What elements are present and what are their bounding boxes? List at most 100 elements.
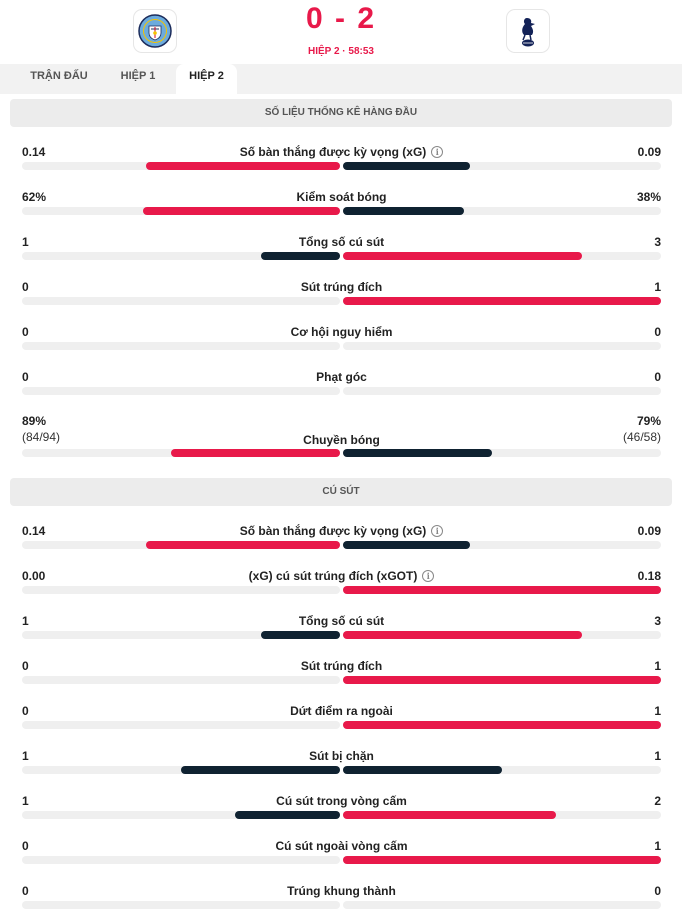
away-value: 0 (654, 370, 661, 384)
stat-label: Sút trúng đích (22, 280, 661, 294)
home-value: 0.14 (22, 145, 46, 159)
away-bar-track (343, 721, 661, 729)
away-bar-fill (343, 676, 661, 684)
section-header-shots: CÚ SÚT (10, 478, 672, 506)
home-bar-fill (171, 449, 340, 457)
stat-row: 89% (84/94) Chuyền bóng 79% (46/58) (22, 414, 661, 464)
away-value: 2 (654, 794, 661, 808)
home-bar-track (22, 856, 340, 864)
stat-row: 0 Phạt góc 0 (22, 370, 661, 406)
away-value: 0.09 (637, 524, 661, 538)
home-value: 0 (22, 659, 29, 673)
away-bar-fill (343, 586, 661, 594)
home-value: 0 (22, 370, 29, 384)
away-bar-track (343, 811, 661, 819)
tottenham-cockerel-icon[interactable] (507, 10, 549, 52)
stat-label-text: Sút bị chặn (309, 749, 374, 763)
stat-label-text: Sút trúng đích (300, 280, 383, 294)
stat-row: 0.14 Số bàn thắng được kỳ vọng (xG) i 0.09 (22, 524, 661, 560)
stat-label-text: Dứt điểm ra ngoài (290, 704, 393, 718)
stat-label-text: Phạt góc (316, 370, 367, 384)
home-bar-fill (235, 811, 340, 819)
home-bar-track (22, 162, 340, 170)
away-value: 3 (654, 235, 661, 249)
home-value: 1 (22, 235, 29, 249)
tab-match[interactable]: TRẬN ĐẤU (30, 70, 88, 82)
home-value: 1 (22, 749, 29, 763)
home-value: 0 (22, 884, 29, 898)
stat-label: Sút bị chặn (22, 749, 661, 763)
away-bar-fill (343, 449, 493, 457)
away-bar-track (343, 631, 661, 639)
away-bar-fill (343, 811, 557, 819)
away-bar-fill (343, 207, 464, 215)
home-bar-track (22, 342, 340, 350)
home-value: 89% (22, 414, 47, 428)
stat-label: Trúng khung thành (22, 884, 661, 898)
home-value: 0.00 (22, 569, 46, 583)
tab-half-1[interactable]: HIỆP 1 (120, 70, 156, 82)
home-bar-track (22, 811, 340, 819)
away-bar-fill (343, 297, 661, 305)
away-bar-track (343, 297, 661, 305)
away-bar-fill (343, 856, 661, 864)
info-icon[interactable]: i (431, 525, 444, 537)
home-bar-fill (260, 631, 340, 639)
stat-label: Số bàn thắng được kỳ vọng (xG) i (22, 145, 661, 159)
away-bar-track (343, 541, 661, 549)
stat-row: 1 Tổng số cú sút 3 (22, 614, 661, 650)
stat-label-text: Kiểm soát bóng (296, 190, 387, 204)
home-sub-value: (84/94) (22, 430, 61, 444)
away-bar-track (343, 252, 661, 260)
away-value: 1 (654, 839, 661, 853)
away-value: 38% (636, 190, 661, 204)
home-bar-fill (142, 207, 340, 215)
stat-label-text: Cú sút ngoài vòng cấm (275, 839, 408, 853)
info-icon[interactable]: i (422, 570, 435, 582)
home-bar-track (22, 676, 340, 684)
stat-row: 0 Dứt điểm ra ngoài 1 (22, 704, 661, 740)
match-header: 0 - 2 HIỆP 2 · 58:53 (0, 0, 682, 64)
stat-row: 1 Cú sút trong vòng cấm 2 (22, 794, 661, 830)
stat-row: 0.14 Số bàn thắng được kỳ vọng (xG) i 0.09 (22, 145, 661, 181)
stat-label-text: Tổng số cú sút (298, 235, 385, 249)
home-value: 0 (22, 280, 29, 294)
stat-row: 1 Tổng số cú sút 3 (22, 235, 661, 271)
away-bar-fill (343, 766, 502, 774)
manchester-city-crest-icon[interactable] (134, 10, 176, 52)
stat-label-text: Số bàn thắng được kỳ vọng (xG) (239, 145, 427, 159)
stat-row: 1 Sút bị chặn 1 (22, 749, 661, 785)
away-value: 79% (636, 414, 661, 428)
stat-label: Tổng số cú sút (22, 614, 661, 628)
period-tabs: TRẬN ĐẤU HIỆP 1 HIỆP 2 (0, 64, 682, 94)
tab-half-2[interactable]: HIỆP 2 (176, 64, 237, 94)
away-bar-track (343, 856, 661, 864)
away-value: 0 (654, 884, 661, 898)
stat-label-text: Trúng khung thành (287, 884, 396, 898)
away-bar-track (343, 586, 661, 594)
away-bar-fill (343, 162, 471, 170)
away-bar-fill (343, 252, 582, 260)
info-icon[interactable]: i (431, 146, 444, 158)
home-bar-track (22, 586, 340, 594)
stat-label: (xG) cú sút trúng đích (xGOT) i (22, 569, 661, 583)
home-value: 1 (22, 794, 29, 808)
away-value: 0.09 (637, 145, 661, 159)
home-value: 0 (22, 325, 29, 339)
home-bar-track (22, 766, 340, 774)
away-bar-fill (343, 541, 471, 549)
match-score: 0 - 2 (305, 2, 377, 35)
home-bar-fill (260, 252, 340, 260)
away-bar-track (343, 162, 661, 170)
away-value: 0 (654, 325, 661, 339)
home-bar-track (22, 721, 340, 729)
stat-row: 0.00 (xG) cú sút trúng đích (xGOT) i 0.18 (22, 569, 661, 605)
home-bar-track (22, 901, 340, 909)
stat-label: Phạt góc (22, 370, 661, 384)
home-bar-fill (181, 766, 340, 774)
stat-label: Dứt điểm ra ngoài (22, 704, 661, 718)
away-value: 1 (654, 704, 661, 718)
away-value: 1 (654, 749, 661, 763)
stat-label: Cú sút trong vòng cấm (22, 794, 661, 808)
stat-label: Sút trúng đích (22, 659, 661, 673)
